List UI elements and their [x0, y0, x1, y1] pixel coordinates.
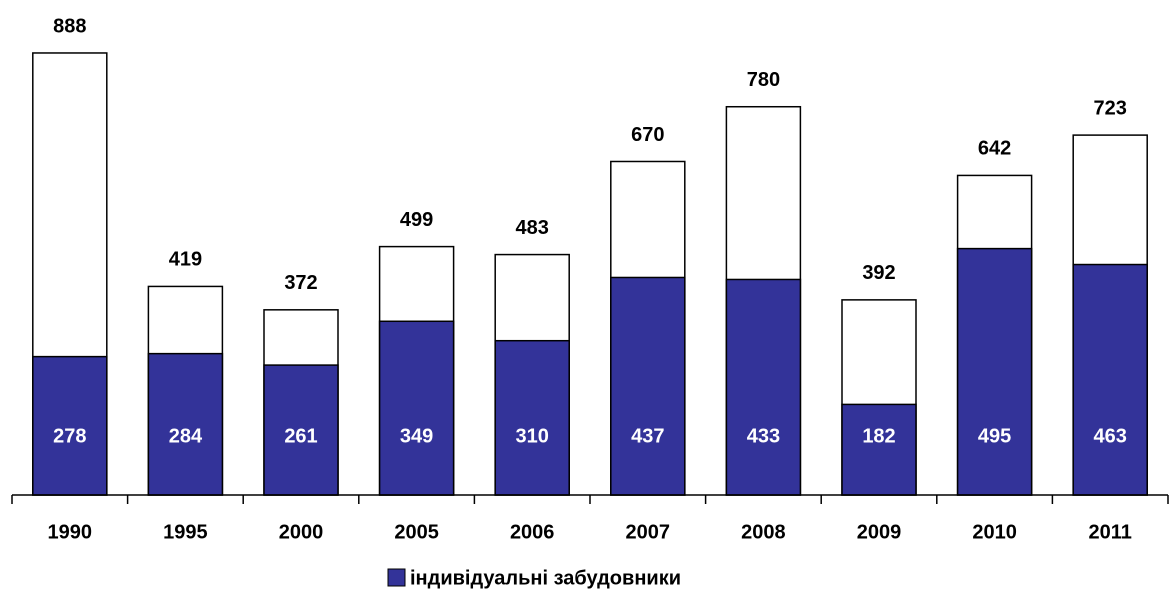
bar [725, 278, 802, 496]
x-tick-label: 2009 [857, 521, 902, 543]
bar [610, 276, 686, 496]
value-label: 261 [284, 425, 317, 447]
value-label: 670 [631, 124, 664, 146]
legend-label: індивідуальні забудовники [410, 567, 681, 589]
value-label: 499 [400, 209, 433, 231]
x-tick-label: 2006 [510, 521, 555, 543]
value-label: 723 [1094, 97, 1127, 119]
value-label: 642 [978, 138, 1011, 160]
value-label: 495 [978, 425, 1011, 447]
value-label: 278 [53, 425, 86, 447]
value-label: 888 [53, 15, 86, 37]
x-tick-label: 1995 [163, 521, 208, 543]
value-label: 463 [1094, 425, 1127, 447]
value-label: 433 [747, 425, 780, 447]
value-label: 419 [169, 249, 202, 271]
bar [494, 339, 570, 496]
value-label: 780 [747, 69, 780, 91]
value-label: 437 [631, 425, 664, 447]
x-tick-label: 2005 [394, 521, 439, 543]
bar [147, 352, 224, 496]
bar [841, 403, 917, 496]
value-label: 349 [400, 425, 433, 447]
bar [1072, 263, 1148, 496]
x-tick-label: 2010 [972, 521, 1017, 543]
value-label: 284 [169, 425, 203, 447]
x-tick-label: 2007 [626, 521, 671, 543]
value-label: 182 [862, 425, 895, 447]
value-label: 310 [516, 425, 549, 447]
value-label: 392 [862, 262, 895, 284]
legend-swatch [387, 568, 406, 587]
x-tick-label: 2008 [741, 521, 786, 543]
value-label: 372 [284, 272, 317, 294]
x-tick-label: 1990 [48, 521, 93, 543]
x-tick-label: 2011 [1089, 521, 1132, 543]
x-tick-label: 2000 [279, 521, 324, 543]
bar [956, 247, 1033, 496]
bar [378, 320, 455, 496]
bar [32, 355, 108, 496]
value-label: 483 [516, 217, 549, 239]
